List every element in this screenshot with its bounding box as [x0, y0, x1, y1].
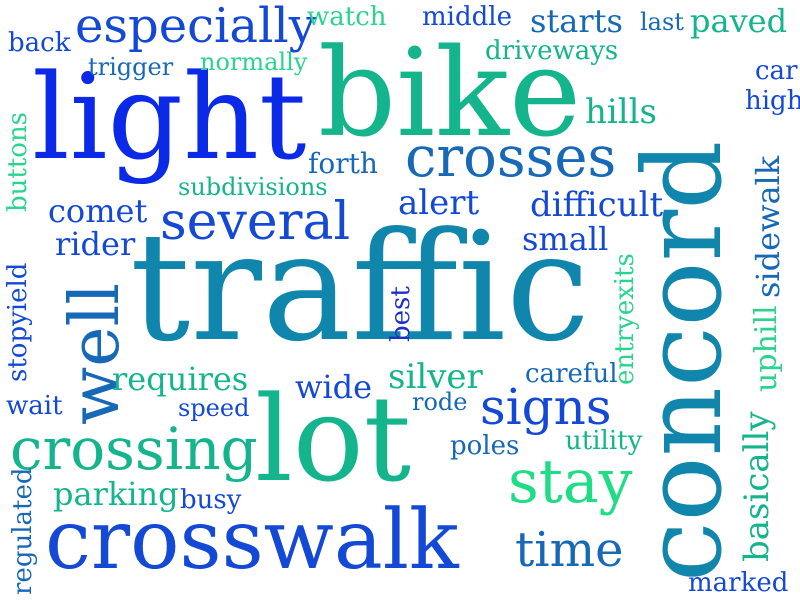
- word-careful: careful: [525, 359, 618, 389]
- word-regulated: regulated: [8, 467, 38, 596]
- word-speed: speed: [178, 394, 250, 422]
- word-best: best: [386, 286, 416, 342]
- word-stay: stay: [508, 447, 633, 517]
- word-traffic: traffic: [130, 201, 590, 375]
- word-subdivisions: subdivisions: [178, 173, 328, 201]
- word-back: back: [8, 28, 71, 58]
- word-signs: signs: [480, 378, 612, 436]
- word-difficult: difficult: [530, 185, 664, 225]
- word-normally: normally: [200, 48, 308, 76]
- word-watch: watch: [307, 2, 387, 32]
- word-poles: poles: [450, 431, 520, 461]
- word-paved: paved: [690, 2, 788, 40]
- word-comet: comet: [48, 192, 148, 230]
- word-crosses: crosses: [405, 125, 617, 190]
- word-rode: rode: [412, 388, 468, 416]
- word-especially: especially: [75, 0, 316, 54]
- word-time: time: [515, 522, 624, 578]
- word-small: small: [522, 220, 609, 258]
- word-wide: wide: [295, 368, 373, 406]
- word-bike: bike: [318, 22, 582, 164]
- word-rider: rider: [55, 225, 136, 263]
- word-parking: parking: [53, 475, 179, 513]
- word-several: several: [160, 192, 351, 252]
- word-crossing: crossing: [10, 415, 258, 483]
- word-silver: silver: [388, 357, 483, 397]
- word-high: high: [745, 86, 800, 116]
- word-last: last: [640, 8, 684, 36]
- word-basically: basically: [737, 411, 777, 562]
- word-stopyield: stopyield: [3, 262, 33, 382]
- word-middle: middle: [422, 2, 512, 32]
- word-lot: lot: [255, 370, 412, 508]
- word-alert: alert: [398, 183, 480, 223]
- word-starts: starts: [530, 2, 623, 40]
- word-requires: requires: [112, 360, 249, 398]
- word-well: well: [56, 283, 135, 425]
- word-marked: marked: [688, 568, 789, 598]
- word-forth: forth: [308, 147, 378, 180]
- word-driveways: driveways: [485, 36, 619, 66]
- word-sidewalk: sidewalk: [749, 155, 787, 298]
- word-crosswalk: crosswalk: [45, 493, 459, 588]
- word-busy: busy: [180, 485, 242, 515]
- word-light: light: [32, 48, 307, 186]
- word-trigger: trigger: [88, 53, 174, 81]
- word-buttons: buttons: [3, 111, 33, 212]
- word-hills: hills: [585, 92, 657, 132]
- word-utility: utility: [565, 426, 643, 456]
- word-car: car: [755, 56, 798, 86]
- word-uphill: uphill: [749, 305, 784, 392]
- word-wait: wait: [6, 391, 63, 421]
